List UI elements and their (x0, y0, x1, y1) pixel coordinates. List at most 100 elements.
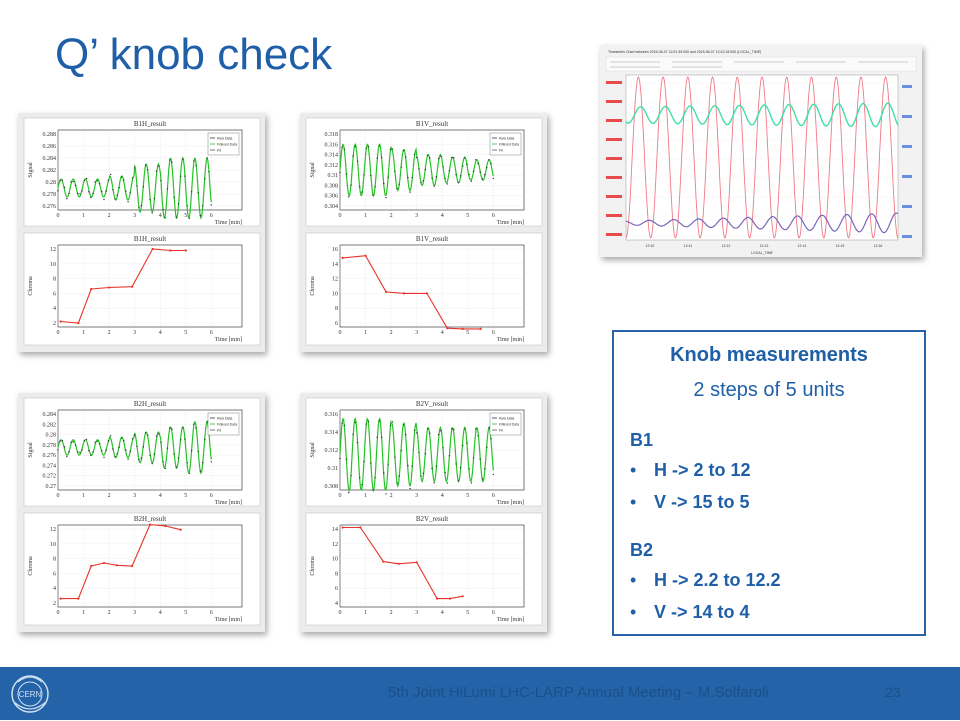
raw-point (486, 446, 488, 448)
raw-point (437, 433, 440, 436)
y-tick-label: 0.276 (43, 453, 57, 459)
raw-point (96, 440, 99, 442)
raw-point (188, 472, 191, 475)
cern-logo-icon: CERN (8, 672, 52, 721)
raw-point (134, 167, 136, 169)
raw-point (378, 145, 381, 147)
y-tick-label: 10 (332, 291, 338, 297)
raw-point (468, 174, 470, 176)
raw-point (367, 420, 370, 423)
plot-area (57, 524, 243, 608)
raw-point (98, 443, 101, 445)
raw-point (186, 205, 188, 207)
raw-point (435, 176, 438, 178)
y-tick-label: 14 (332, 262, 338, 268)
raw-point (488, 426, 490, 429)
raw-point (129, 191, 131, 194)
x-tick-label: 0 (339, 610, 342, 616)
raw-point (206, 157, 208, 159)
raw-point (370, 462, 372, 464)
raw-point (180, 175, 182, 177)
raw-point (407, 176, 409, 179)
x-tick-label: 1 (82, 493, 85, 499)
legend-label: Fit (499, 149, 503, 153)
signal-title: B1V_result (416, 120, 448, 128)
raw-point (426, 154, 429, 156)
raw-point (459, 175, 462, 177)
signal-xlabel: Time [min] (215, 500, 242, 506)
raw-point (420, 181, 422, 183)
raw-point (107, 440, 110, 442)
x-tick-label: 0 (57, 330, 60, 336)
raw-point (402, 149, 405, 152)
ts-left-tick (606, 138, 622, 141)
raw-point (361, 191, 363, 193)
x-tick-label: 1 (364, 213, 367, 219)
logo-text: CERN (19, 690, 42, 699)
raw-point (466, 163, 468, 166)
chroma-point (382, 560, 385, 563)
raw-point (339, 457, 341, 460)
raw-point (387, 464, 389, 466)
raw-point (359, 477, 361, 479)
chroma-point (169, 249, 172, 252)
y-tick-label: 0.282 (43, 168, 57, 174)
raw-point (90, 454, 92, 457)
legend-label: Filtered Data (217, 423, 237, 427)
y-tick-label: 16 (332, 247, 338, 253)
raw-point (68, 451, 70, 453)
raw-point (376, 157, 378, 159)
raw-point (416, 156, 418, 159)
raw-point (57, 449, 59, 451)
legend-box (207, 132, 240, 156)
raw-point (363, 461, 365, 463)
page-number: 23 (885, 684, 901, 700)
raw-point (72, 181, 74, 183)
ts-left-tick (606, 157, 622, 160)
raw-point (354, 146, 356, 148)
raw-point (149, 454, 151, 457)
list-item: • H -> 2 to 12 (630, 460, 751, 481)
chroma-xlabel: Time [min] (497, 337, 524, 343)
chroma-point (115, 564, 118, 567)
x-tick-label: 5 (184, 330, 187, 336)
raw-point (164, 217, 166, 219)
slide-title: Q’ knob check (55, 30, 333, 79)
x-tick-label: 4 (441, 493, 444, 499)
ts-title: Timeseries Chart between 2015-06-07 12:0… (608, 50, 761, 54)
chroma-point (59, 597, 62, 600)
x-tick-label: 3 (133, 330, 136, 336)
raw-point (352, 433, 354, 436)
legend-label: Filtered Data (217, 143, 237, 147)
group-b1-label: B1 (630, 430, 654, 450)
ts-right-tick (902, 115, 912, 118)
raw-point (481, 178, 484, 180)
legend-label: Raw Data (499, 137, 514, 141)
y-tick-label: 10 (50, 262, 56, 268)
raw-point (459, 467, 462, 469)
raw-point (483, 174, 486, 176)
chroma-point (102, 561, 106, 565)
raw-point (171, 428, 173, 430)
ts-right-tick (902, 145, 912, 148)
y-tick-label: 2 (53, 601, 56, 607)
x-tick-label: 4 (441, 330, 444, 336)
ts-left-tick (606, 100, 622, 103)
raw-point (88, 450, 90, 452)
raw-point (477, 162, 479, 165)
raw-point (77, 192, 79, 194)
raw-point (356, 160, 359, 162)
chroma-line (60, 248, 186, 324)
x-tick-label: 3 (133, 493, 136, 499)
raw-point (109, 435, 112, 437)
x-tick-label: 4 (441, 610, 444, 616)
raw-point (171, 161, 173, 163)
signal-title: B2H_result (134, 400, 166, 408)
y-tick-label: 8 (53, 557, 56, 563)
x-tick-label: 3 (415, 213, 418, 219)
ts-legend-area (605, 56, 917, 72)
chroma-title: B2H_result (134, 515, 166, 523)
raw-point (433, 185, 435, 187)
y-tick-label: 0.308 (325, 183, 339, 189)
chroma-point (77, 597, 80, 600)
